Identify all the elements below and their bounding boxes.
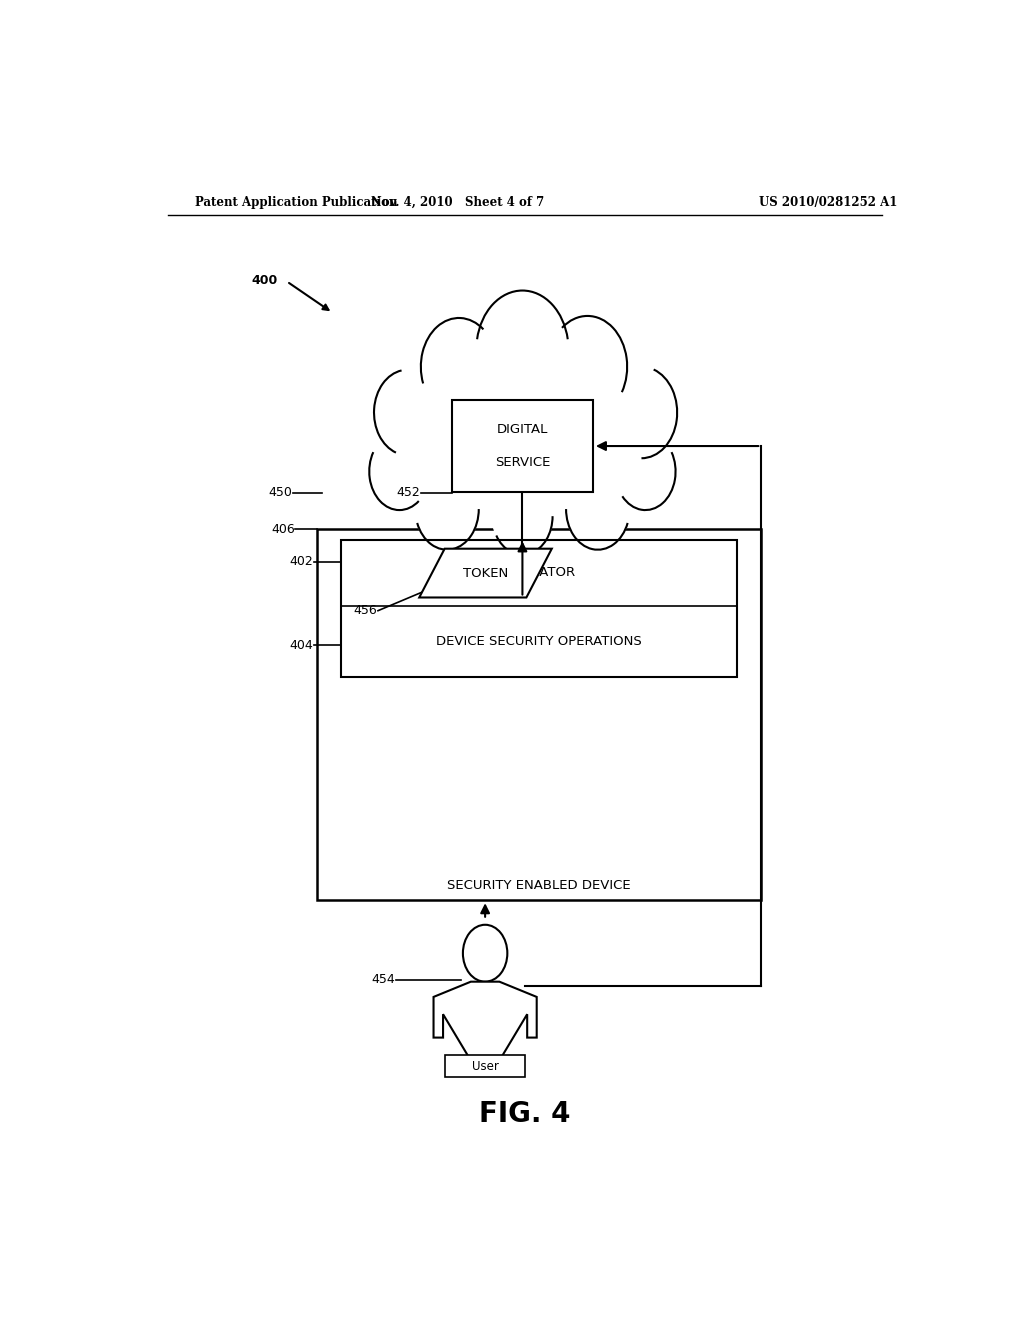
Bar bbox=[341, 540, 737, 677]
Polygon shape bbox=[419, 549, 552, 598]
Circle shape bbox=[606, 367, 677, 458]
Text: DEVICE SECURITY OPERATIONS: DEVICE SECURITY OPERATIONS bbox=[436, 635, 642, 648]
Circle shape bbox=[493, 478, 553, 554]
Text: 406: 406 bbox=[271, 523, 295, 536]
Text: 402: 402 bbox=[289, 556, 313, 569]
Text: 450: 450 bbox=[268, 486, 292, 499]
Circle shape bbox=[374, 370, 440, 455]
Circle shape bbox=[615, 433, 676, 510]
Text: VALIDATOR: VALIDATOR bbox=[502, 566, 577, 579]
Bar bbox=[452, 400, 593, 492]
Text: 400: 400 bbox=[251, 273, 278, 286]
Text: Patent Application Publication: Patent Application Publication bbox=[196, 195, 398, 209]
Text: User: User bbox=[472, 1060, 499, 1073]
Text: 404: 404 bbox=[289, 639, 313, 652]
Text: 452: 452 bbox=[396, 486, 420, 499]
Circle shape bbox=[566, 469, 630, 549]
Text: FIG. 4: FIG. 4 bbox=[479, 1100, 570, 1127]
Text: SECURITY ENABLED DEVICE: SECURITY ENABLED DEVICE bbox=[447, 879, 631, 891]
Text: 454: 454 bbox=[372, 973, 395, 986]
Text: SERVICE: SERVICE bbox=[495, 455, 550, 469]
Circle shape bbox=[476, 290, 568, 408]
Circle shape bbox=[548, 315, 627, 417]
Text: 456: 456 bbox=[353, 605, 377, 618]
Circle shape bbox=[421, 318, 497, 416]
Text: TOKEN: TOKEN bbox=[463, 566, 508, 579]
Bar bbox=[445, 1055, 525, 1077]
Bar bbox=[316, 529, 761, 900]
Circle shape bbox=[370, 433, 430, 510]
Text: DIGITAL: DIGITAL bbox=[497, 424, 548, 437]
Text: US 2010/0281252 A1: US 2010/0281252 A1 bbox=[759, 195, 897, 209]
Polygon shape bbox=[433, 982, 537, 1057]
Circle shape bbox=[463, 925, 507, 982]
Text: Nov. 4, 2010   Sheet 4 of 7: Nov. 4, 2010 Sheet 4 of 7 bbox=[371, 195, 544, 209]
Circle shape bbox=[416, 469, 479, 549]
